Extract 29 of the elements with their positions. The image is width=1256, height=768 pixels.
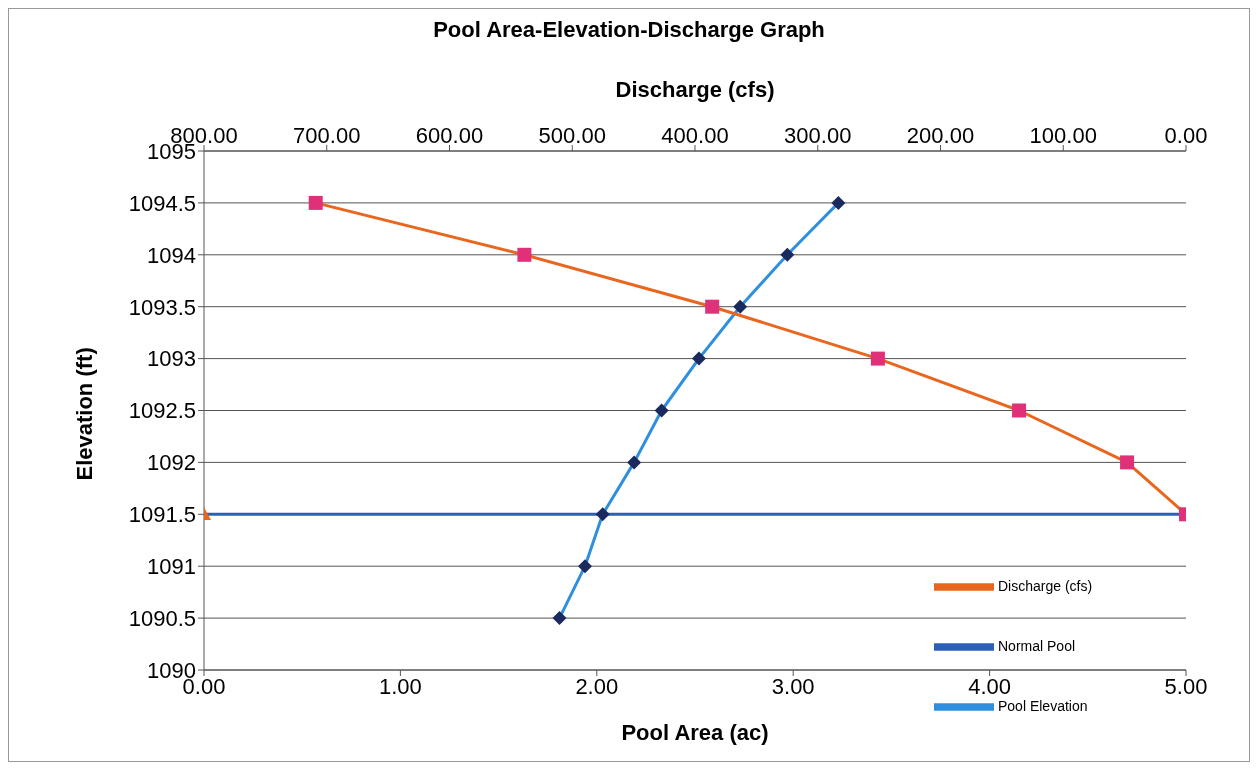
y-tick-label: 1091	[147, 554, 196, 580]
y-tick-label: 1092	[147, 450, 196, 476]
x2-tick-label: 400.00	[661, 123, 729, 148]
x-tick-label: 4.00	[968, 673, 1012, 699]
x2-tick-label: 100.00	[1029, 123, 1097, 148]
x2-tick-label: 200.00	[906, 123, 975, 148]
y-tick-label: 1090.5	[128, 605, 196, 631]
y-tick-label: 1093.5	[128, 294, 196, 320]
x2-tick-label: 500.00	[538, 123, 606, 148]
y-tick-label: 1094.5	[128, 190, 196, 216]
y-tick-label: 1093	[147, 346, 196, 372]
x2-tick-label: 0.00	[1164, 123, 1208, 148]
x-tick-label: 5.00	[1164, 673, 1208, 699]
x2-tick-label: 700.00	[293, 123, 361, 148]
x-tick-label: 2.00	[575, 673, 619, 699]
legend-label: Discharge (cfs)	[998, 577, 1093, 594]
x-tick-label: 3.00	[771, 673, 815, 699]
chart-title: Pool Area-Elevation-Discharge Graph	[432, 17, 826, 43]
y-axis-title: Elevation (ft)	[71, 347, 97, 481]
legend-label: Normal Pool	[998, 637, 1076, 654]
x2-tick-label: 300.00	[784, 123, 852, 148]
x-tick-label: 1.00	[378, 673, 422, 699]
x2-tick-label: 600.00	[415, 123, 484, 148]
legend-label: Pool Elevation	[998, 697, 1088, 714]
y-tick-label: 1092.5	[128, 398, 196, 424]
x2-axis-title: Discharge (cfs)	[615, 76, 775, 102]
y-tick-label: 1094	[147, 242, 196, 268]
x-axis-title: Pool Area (ac)	[621, 720, 769, 745]
y-tick-label: 1091.5	[128, 502, 196, 528]
